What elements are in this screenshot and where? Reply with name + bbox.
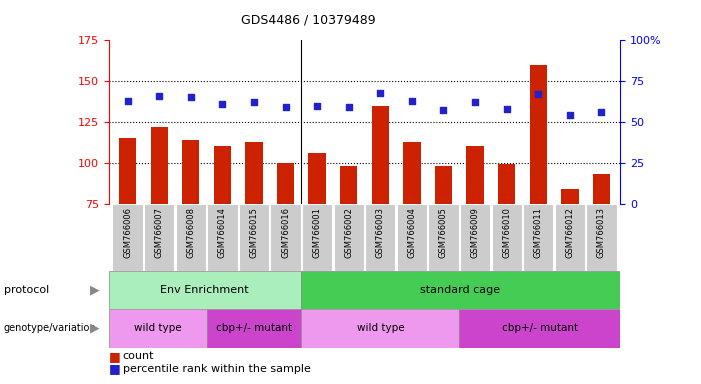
Text: GSM766004: GSM766004: [407, 207, 416, 258]
Point: [407, 98, 418, 104]
Point: [185, 94, 196, 101]
Bar: [428, 204, 458, 271]
Text: GSM766006: GSM766006: [123, 207, 132, 258]
Text: wild type: wild type: [357, 323, 404, 333]
Bar: [239, 204, 269, 271]
Bar: [207, 309, 301, 348]
Bar: [491, 204, 522, 271]
Text: cbp+/- mutant: cbp+/- mutant: [216, 323, 292, 333]
Text: ■: ■: [109, 350, 121, 363]
Bar: [435, 166, 452, 204]
Bar: [554, 204, 585, 271]
Text: GSM766002: GSM766002: [344, 207, 353, 258]
Bar: [593, 174, 610, 204]
Bar: [109, 271, 301, 309]
Bar: [271, 204, 301, 271]
Text: GSM766014: GSM766014: [218, 207, 227, 258]
Text: standard cage: standard cage: [421, 285, 501, 295]
Text: Env Enrichment: Env Enrichment: [161, 285, 249, 295]
Text: GSM766013: GSM766013: [597, 207, 606, 258]
Text: percentile rank within the sample: percentile rank within the sample: [123, 364, 311, 374]
Bar: [365, 204, 395, 271]
Point: [438, 108, 449, 114]
Text: wild type: wild type: [134, 323, 182, 333]
Point: [280, 104, 291, 110]
Bar: [176, 204, 206, 271]
Point: [596, 109, 607, 115]
Bar: [119, 138, 136, 204]
Bar: [562, 189, 578, 204]
Text: ■: ■: [109, 362, 121, 375]
Bar: [334, 204, 364, 271]
Point: [343, 104, 354, 110]
Point: [154, 93, 165, 99]
Bar: [498, 164, 515, 204]
Bar: [372, 106, 389, 204]
Text: GSM766016: GSM766016: [281, 207, 290, 258]
Text: GSM766015: GSM766015: [250, 207, 259, 258]
Point: [564, 112, 576, 118]
Point: [533, 91, 544, 97]
Bar: [466, 146, 484, 204]
Text: GSM766008: GSM766008: [186, 207, 196, 258]
Bar: [459, 309, 620, 348]
Text: GDS4486 / 10379489: GDS4486 / 10379489: [241, 13, 376, 26]
Text: count: count: [123, 351, 154, 361]
Bar: [151, 127, 168, 204]
Bar: [397, 204, 427, 271]
Text: cbp+/- mutant: cbp+/- mutant: [502, 323, 578, 333]
Bar: [302, 204, 332, 271]
Bar: [301, 309, 459, 348]
Point: [501, 106, 512, 112]
Bar: [403, 142, 421, 204]
Bar: [460, 204, 490, 271]
Bar: [523, 204, 553, 271]
Bar: [277, 163, 294, 204]
Text: ▶: ▶: [90, 283, 100, 296]
Point: [217, 101, 228, 107]
Bar: [308, 153, 326, 204]
Text: GSM766007: GSM766007: [155, 207, 164, 258]
Text: GSM766003: GSM766003: [376, 207, 385, 258]
Bar: [301, 271, 620, 309]
Text: GSM766001: GSM766001: [313, 207, 322, 258]
Bar: [586, 204, 617, 271]
Point: [248, 99, 259, 106]
Text: GSM766012: GSM766012: [565, 207, 574, 258]
Point: [470, 99, 481, 106]
Text: GSM766011: GSM766011: [533, 207, 543, 258]
Bar: [109, 309, 207, 348]
Bar: [340, 166, 358, 204]
Text: ▶: ▶: [90, 322, 100, 335]
Bar: [112, 204, 143, 271]
Bar: [245, 142, 263, 204]
Bar: [182, 140, 200, 204]
Point: [375, 89, 386, 96]
Text: protocol: protocol: [4, 285, 49, 295]
Point: [122, 98, 133, 104]
Text: genotype/variation: genotype/variation: [4, 323, 96, 333]
Text: GSM766009: GSM766009: [470, 207, 479, 258]
Text: GSM766005: GSM766005: [439, 207, 448, 258]
Bar: [529, 65, 547, 204]
Bar: [144, 204, 175, 271]
Bar: [214, 146, 231, 204]
Point: [311, 103, 322, 109]
Text: GSM766010: GSM766010: [502, 207, 511, 258]
Bar: [207, 204, 238, 271]
